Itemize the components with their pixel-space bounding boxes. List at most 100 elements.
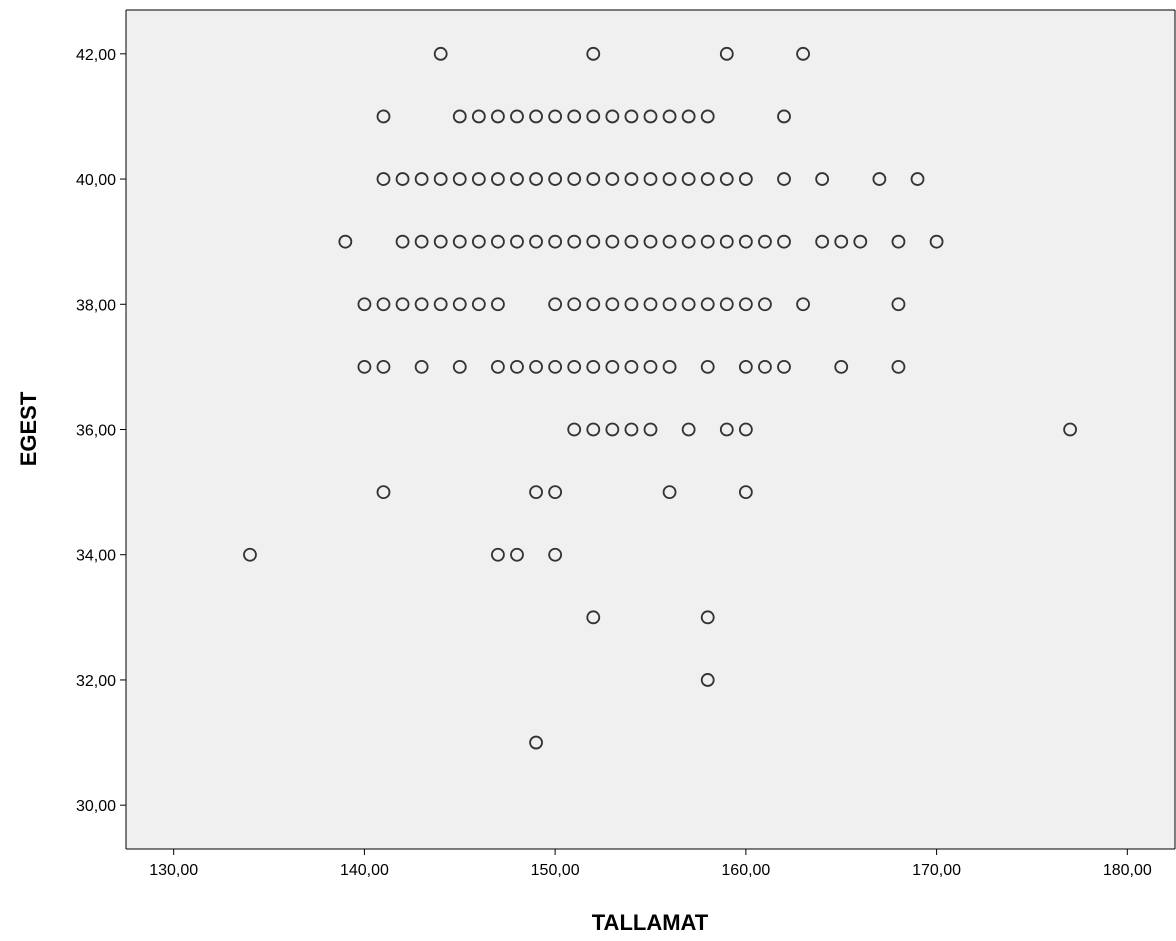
data-point: [414, 297, 429, 312]
data-point: [452, 359, 467, 374]
data-point: [548, 297, 563, 312]
data-point: [471, 234, 486, 249]
data-point: [643, 109, 658, 124]
x-tick-label: 130,00: [149, 862, 198, 879]
data-point: [777, 172, 791, 186]
data-point: [376, 297, 391, 312]
data-point: [491, 172, 505, 186]
data-point: [414, 359, 429, 374]
data-point: [719, 46, 734, 61]
data-point: [491, 109, 505, 124]
data-point: [834, 234, 849, 249]
data-point: [510, 172, 524, 186]
data-point: [719, 172, 734, 186]
data-point: [452, 172, 467, 186]
y-tick-label: 32,00: [76, 673, 116, 690]
data-point: [491, 359, 505, 374]
data-point: [452, 109, 467, 124]
y-tick-label: 34,00: [76, 548, 116, 565]
data-point: [491, 297, 505, 312]
data-point: [395, 172, 410, 186]
data-point: [662, 297, 677, 312]
data-point: [796, 297, 810, 312]
data-point: [891, 359, 906, 374]
data-point: [815, 172, 830, 186]
data-point: [452, 297, 467, 312]
data-point: [548, 172, 563, 186]
data-point: [643, 359, 658, 374]
data-point: [700, 297, 715, 312]
data-point: [586, 359, 601, 374]
x-tick-label: 180,00: [1103, 862, 1152, 879]
data-point: [758, 234, 772, 249]
data-point: [529, 359, 543, 374]
x-axis-ticks: 130,00 140,00 150,00 160,00 170,00 180,00: [149, 849, 1152, 879]
data-point: [1063, 422, 1077, 437]
data-point: [700, 610, 715, 625]
x-tick-label: 150,00: [531, 862, 580, 879]
data-point: [605, 359, 620, 374]
data-point: [548, 485, 563, 500]
data-points: [243, 46, 1077, 750]
data-point: [738, 422, 753, 437]
y-axis-title: EGEST: [16, 391, 41, 466]
data-point: [624, 234, 639, 249]
x-tick-label: 170,00: [912, 862, 961, 879]
data-point: [891, 297, 906, 312]
data-point: [643, 297, 658, 312]
data-point: [491, 547, 505, 562]
x-tick-label: 140,00: [340, 862, 389, 879]
data-point: [376, 359, 391, 374]
y-tick-label: 30,00: [76, 798, 116, 815]
x-tick-label: 160,00: [721, 862, 770, 879]
data-point: [567, 234, 582, 249]
data-point: [777, 109, 791, 124]
data-point: [662, 485, 677, 500]
data-point: [510, 234, 524, 249]
data-point: [433, 297, 448, 312]
data-point: [796, 46, 810, 61]
data-point: [681, 109, 696, 124]
data-point: [586, 46, 601, 61]
data-point: [929, 234, 944, 249]
plot-area: [126, 10, 1175, 849]
data-point: [395, 234, 410, 249]
data-point: [586, 172, 601, 186]
data-point: [643, 172, 658, 186]
data-point: [777, 234, 791, 249]
data-point: [738, 297, 753, 312]
data-point: [815, 234, 830, 249]
data-point: [414, 172, 429, 186]
y-tick-label: 42,00: [76, 47, 116, 64]
data-point: [681, 172, 696, 186]
data-point: [338, 234, 353, 249]
data-point: [357, 359, 372, 374]
data-point: [433, 172, 448, 186]
data-point: [624, 359, 639, 374]
data-point: [491, 234, 505, 249]
data-point: [529, 109, 543, 124]
data-point: [758, 297, 772, 312]
data-point: [510, 109, 524, 124]
data-point: [548, 359, 563, 374]
data-point: [529, 735, 543, 750]
data-point: [643, 422, 658, 437]
data-point: [681, 297, 696, 312]
data-point: [452, 234, 467, 249]
data-point: [605, 234, 620, 249]
data-point: [567, 109, 582, 124]
data-point: [891, 234, 906, 249]
data-point: [624, 297, 639, 312]
data-point: [529, 485, 543, 500]
data-point: [662, 359, 677, 374]
data-point: [376, 109, 391, 124]
data-point: [700, 234, 715, 249]
data-point: [548, 234, 563, 249]
data-point: [605, 109, 620, 124]
data-point: [662, 234, 677, 249]
data-point: [510, 359, 524, 374]
y-tick-label: 36,00: [76, 423, 116, 440]
data-point: [738, 359, 753, 374]
data-point: [586, 610, 601, 625]
data-point: [376, 172, 391, 186]
